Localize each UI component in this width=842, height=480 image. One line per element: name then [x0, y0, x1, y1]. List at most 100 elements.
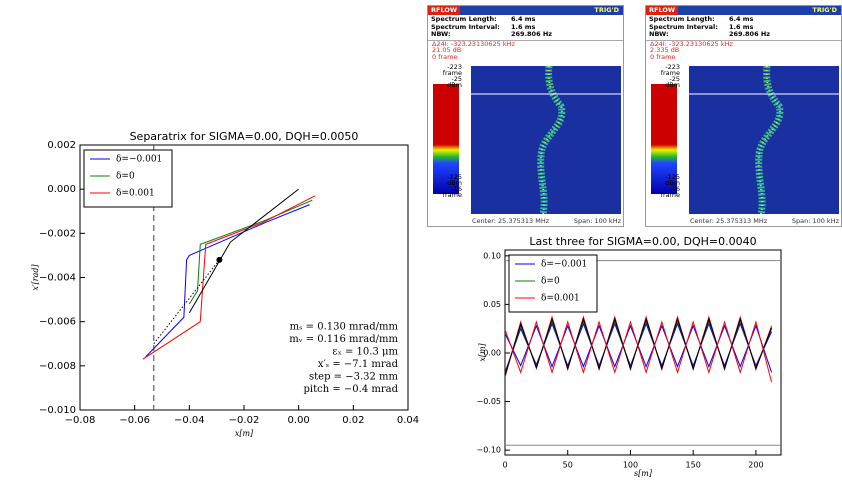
brand: RFLOW [646, 6, 679, 15]
scale-label: frame [442, 191, 462, 199]
spectrum-screen: RFLOW TRIG'D Spectrum Length: 6.4 ms Spectru… [427, 5, 624, 227]
scale-label: -223 [447, 63, 462, 71]
legend-label: δ=0.001 [116, 189, 155, 199]
annotation: mₛ = 0.130 mrad/mm [290, 322, 399, 333]
info-label: NBW: [431, 30, 451, 38]
x-tick-label: 0 [502, 461, 507, 470]
legend-label: δ=0 [541, 277, 560, 287]
marker-text: 0 frame [650, 52, 676, 61]
status: TRIG'D [812, 6, 837, 14]
x-axis-label: s[m] [634, 469, 653, 478]
info-value: 1.6 ms [729, 22, 754, 31]
marker-text: Δ24I: -323.23130625 kHz [650, 39, 733, 48]
y-tick-label: −0.002 [39, 228, 76, 239]
scale-label: -125 [665, 173, 680, 181]
info-label: Spectrum Length: [649, 15, 715, 23]
x-tick-label: −0.02 [229, 415, 260, 426]
info: Spectrum Length: 6.4 ms Spectrum Interval:… [428, 15, 623, 41]
scale-label: frame [442, 69, 462, 77]
annotation: step = −3.32 mm [309, 372, 399, 383]
y-tick-label: 0.05 [483, 300, 501, 309]
y-tick-label: −0.10 [476, 446, 501, 455]
x-tick-label: 50 [563, 461, 573, 470]
scale-label: -16 [669, 185, 680, 193]
spectrogram [689, 66, 839, 214]
y-tick-label: −0.006 [39, 317, 76, 328]
marker [216, 256, 223, 263]
series-line [142, 195, 316, 360]
series-line [153, 259, 220, 345]
info-label: Spectrum Length: [431, 15, 497, 23]
legend-label: δ=0.001 [541, 294, 580, 304]
series-line [188, 199, 313, 305]
y-tick-label: −0.010 [39, 405, 76, 416]
legend-label: δ=0 [116, 172, 135, 182]
annotation: pitch = −0.4 mrad [304, 384, 399, 395]
plot-area [505, 260, 781, 446]
chart-title: Separatrix for SIGMA=0.00, DQH=0.0050 [130, 130, 359, 143]
chart-title: Last three for SIGMA=0.00, DQH=0.0040 [529, 235, 756, 248]
scale-label: -223 [665, 63, 680, 71]
info: Spectrum Length: 6.4 ms Spectrum Interval:… [646, 15, 841, 41]
info-row: Spectrum Length: 6.4 ms [431, 15, 620, 24]
info-value: 6.4 ms [511, 15, 536, 23]
info-row: Spectrum Interval: 1.6 ms [649, 22, 838, 32]
scale-label: dBm [447, 81, 462, 89]
scale-label: -16 [451, 185, 462, 193]
x-tick-label: 100 [623, 461, 638, 470]
y-tick-label: 0.00 [483, 348, 501, 357]
scale-label: frame [660, 191, 680, 199]
x-tick-label: 150 [686, 461, 701, 470]
scale-label: frame [660, 69, 680, 77]
span: Span: 100 kHz [791, 217, 839, 225]
legend-label: δ=−0.001 [541, 260, 587, 270]
info-value: 269.806 Hz [511, 30, 553, 38]
header: RFLOW TRIG'D [428, 6, 623, 15]
status: TRIG'D [594, 6, 619, 14]
y-tick-label: −0.004 [39, 273, 76, 284]
series-line [505, 320, 773, 383]
color-bar [651, 84, 677, 194]
info-row: Spectrum Length: 6.4 ms [649, 15, 838, 24]
annotation: x′ₛ = −7.1 mrad [318, 359, 399, 370]
y-tick-label: 0.002 [47, 140, 76, 151]
x-tick-label: 0.00 [288, 415, 310, 426]
series-line [188, 188, 299, 314]
marker-text: Δ24I: -323.23130625 kHz [432, 39, 515, 48]
plot-area [142, 145, 316, 410]
footer: Center: 25.375313 MHz Span: 100 kHz [472, 217, 621, 225]
y-tick-label: 0.10 [483, 251, 501, 260]
header: RFLOW TRIG'D [646, 6, 841, 15]
x-tick-label: 200 [748, 461, 763, 470]
annotation: mᵥ = 0.116 mrad/mm [289, 334, 398, 345]
footer: Center: 25.375313 MHz Span: 100 kHz [690, 217, 839, 225]
info-label: Spectrum Interval: [431, 22, 500, 31]
brand: RFLOW [428, 6, 461, 15]
info-row: Spectrum Interval: 1.6 ms [431, 22, 620, 32]
info-row: NBW: 269.806 Hz [649, 30, 838, 39]
series-line [145, 204, 310, 358]
x-tick-label: −0.06 [119, 415, 150, 426]
x-tick-label: −0.04 [174, 415, 205, 426]
color-bar [433, 84, 459, 194]
scale-label: -125 [447, 173, 462, 181]
y-tick-label: −0.05 [476, 397, 501, 406]
plot: -223 frame -25 dBm -125 dBm -16 frame [428, 63, 623, 216]
info-label: Spectrum Interval: [649, 22, 718, 31]
annotation: εₓ = 10.3 μm [332, 347, 398, 358]
marker-text: 2.335 dB [650, 46, 680, 54]
series-line [505, 317, 773, 376]
legend-label: δ=−0.001 [116, 155, 162, 165]
x-axis-label: x[m] [235, 429, 254, 438]
center: Center: 25.375313 MHz [472, 217, 550, 225]
x-tick-label: 0.04 [397, 415, 419, 426]
spectrum-screen: RFLOW TRIG'D Spectrum Length: 6.4 ms Spectru… [645, 5, 842, 227]
info-value: 6.4 ms [729, 15, 754, 23]
spectrogram [471, 66, 621, 214]
scale-label: -25 [451, 75, 462, 83]
x-tick-label: −0.08 [65, 415, 96, 426]
x-tick-label: 0.02 [342, 415, 364, 426]
scale-label: dBm [665, 179, 680, 187]
marker-text: 21.05 dB [432, 46, 462, 54]
